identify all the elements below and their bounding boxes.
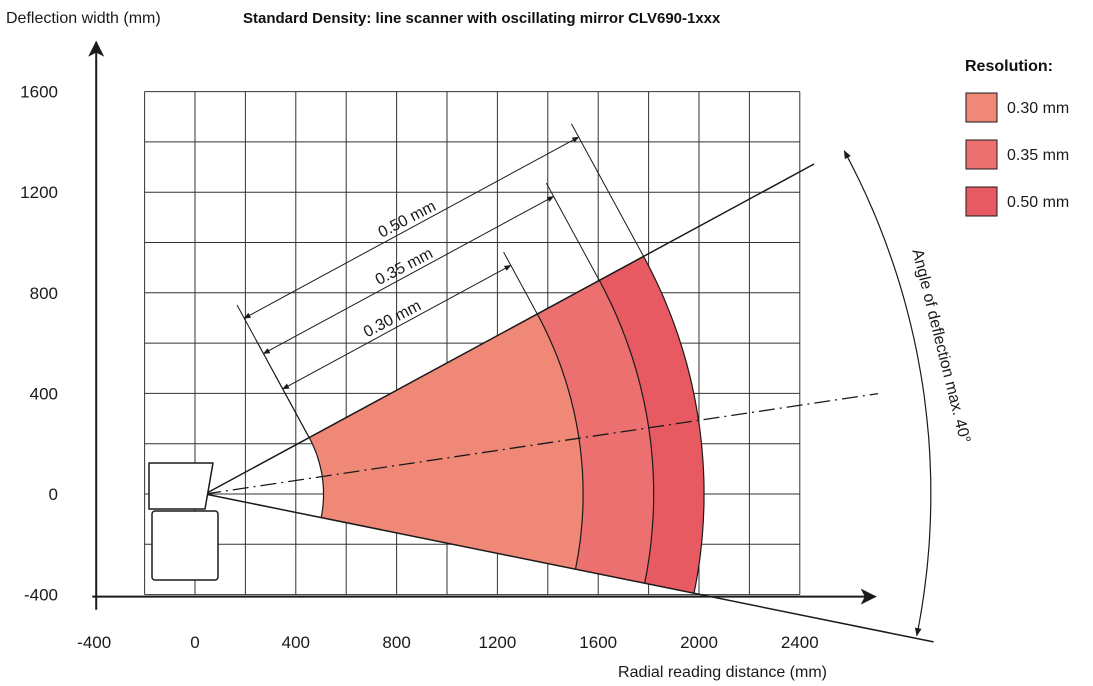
legend-label: 0.50 mm [1007, 194, 1069, 211]
angle-label: Angle of deflection max. 40° [908, 247, 973, 445]
legend-title: Resolution: [965, 58, 1053, 75]
legend-label: 0.35 mm [1007, 147, 1069, 164]
dimension-label: 0.30 mm [361, 297, 424, 341]
x-tick-label: 1600 [579, 633, 617, 652]
x-tick-label: -400 [77, 633, 111, 652]
legend-label: 0.30 mm [1007, 100, 1069, 117]
y-tick-label: -400 [24, 586, 58, 605]
x-tick-label: 2000 [680, 633, 718, 652]
dimension-label: 0.50 mm [376, 198, 439, 242]
tick-labels: -400 0 400 800 1200 1600 2000 2400 -400 0 400 800 12… [20, 83, 819, 652]
x-axis-label: Radial reading distance (mm) [618, 664, 827, 681]
center-axis-line [204, 392, 879, 495]
dimension-line [243, 136, 580, 319]
legend-swatch [965, 92, 998, 123]
angle-arc [843, 150, 932, 637]
extension-line [570, 123, 645, 257]
legend-swatch [965, 139, 998, 170]
y-tick-label: 0 [49, 485, 58, 504]
legend: Resolution: 0.30 mm 0.35 mm 0.50 mm [965, 58, 1069, 217]
y-tick-label: 800 [30, 284, 58, 303]
x-tick-label: 1200 [478, 633, 516, 652]
x-tick-label: 0 [190, 633, 199, 652]
lower-deflection-line [204, 493, 934, 643]
zone-area [309, 314, 584, 570]
resolution-zones [308, 256, 705, 594]
y-tick-label: 1600 [20, 83, 58, 102]
chart-title: Standard Density: line scanner with osci… [243, 10, 721, 27]
dimension-label: 0.35 mm [373, 245, 436, 289]
axes [88, 40, 877, 610]
extension-line [236, 304, 310, 438]
y-axis-label: Deflection width (mm) [6, 10, 161, 27]
legend-swatch [965, 186, 998, 217]
extension-line [545, 182, 600, 281]
x-tick-label: 400 [282, 633, 310, 652]
y-tick-label: 1200 [20, 183, 58, 202]
scanner-device-icon [148, 462, 219, 581]
y-tick-label: 400 [30, 384, 58, 403]
x-tick-label: 800 [382, 633, 410, 652]
extension-line [503, 251, 538, 315]
x-tick-label: 2400 [781, 633, 819, 652]
